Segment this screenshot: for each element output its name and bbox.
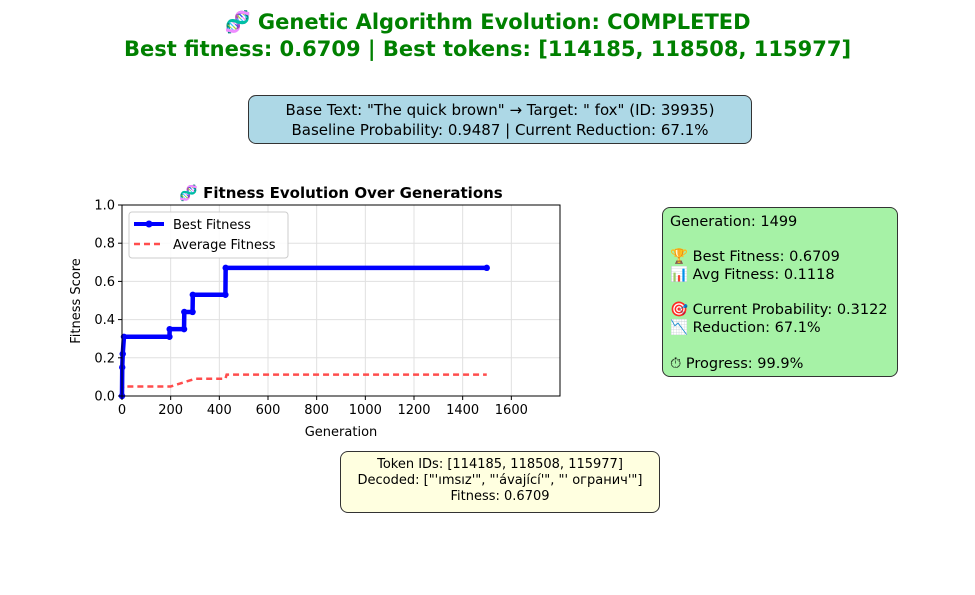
info-line-baseline: Baseline Probability: 0.9487 | Current R… [291, 121, 709, 139]
legend-best-label: Best Fitness [173, 218, 251, 233]
token-decoded: Decoded: ["'ımsız'", "'ávající'", "' огр… [357, 473, 643, 488]
main-title-line2: Best fitness: 0.6709 | Best tokens: [114… [123, 37, 852, 61]
legend-average-label: Average Fitness [173, 238, 276, 253]
y-tick-label: 0.4 [94, 313, 115, 328]
stat-best-fitness: 🏆 Best Fitness: 0.6709 [670, 249, 840, 266]
best-fitness-point [166, 333, 173, 340]
stat-progress: ⏱ Progress: 99.9% [670, 355, 804, 372]
main-title-line1: 🧬 Genetic Algorithm Evolution: COMPLETED [224, 10, 751, 34]
series-average-fitness-line [120, 373, 487, 393]
best-fitness-point [118, 392, 126, 400]
chart-title: 🧬 Fitness Evolution Over Generations [179, 183, 503, 202]
best-fitness-point [189, 291, 197, 298]
stat-avg-fitness: 📊 Avg Fitness: 0.1118 [670, 267, 835, 284]
x-tick-label: 800 [304, 403, 329, 418]
series-layer [118, 264, 490, 400]
stat-generation: Generation: 1499 [670, 214, 798, 230]
token-box: Token IDs: [114185, 118508, 115977] Deco… [340, 451, 660, 513]
grid [121, 204, 560, 397]
y-tick-label: 0.2 [94, 351, 115, 366]
y-axis-label: Fitness Score [69, 258, 84, 344]
x-tick-label: 1400 [446, 403, 479, 418]
best-fitness-point [166, 325, 173, 333]
token-ids: Token IDs: [114185, 118508, 115977] [377, 457, 623, 472]
best-fitness-point [119, 364, 126, 371]
best-fitness-point [222, 264, 229, 272]
stats-box: Generation: 1499 🏆 Best Fitness: 0.6709 📊 … [662, 207, 898, 377]
series-best-fitness-line [119, 265, 487, 397]
stat-current-probability: 🎯 Current Probability: 0.3122 [670, 302, 888, 319]
y-tick-label: 1.0 [94, 199, 115, 214]
best-fitness-point [180, 325, 188, 333]
best-fitness-point [120, 333, 128, 340]
x-tick-label: 400 [207, 403, 232, 418]
y-tick-label: 0.0 [94, 390, 115, 405]
best-fitness-point [222, 291, 229, 298]
x-tick-label: 600 [256, 403, 281, 418]
legend-best-marker [145, 220, 153, 228]
y-tick-label: 0.6 [94, 275, 115, 290]
info-line-base-target: Base Text: "The quick brown" → Target: "… [285, 101, 715, 119]
token-fitness: Fitness: 0.6709 [450, 489, 550, 504]
stat-reduction: 📉 Reduction: 67.1% [670, 320, 821, 337]
x-tick-label: 1000 [349, 403, 382, 418]
x-tick-label: 200 [158, 403, 183, 418]
x-tick-label: 1200 [397, 403, 430, 418]
plot-frame [121, 204, 561, 397]
best-fitness-point [181, 308, 188, 316]
legend-frame [128, 211, 289, 259]
best-fitness-point [119, 350, 126, 358]
info-box: Base Text: "The quick brown" → Target: "… [248, 95, 752, 144]
ticks: 0 200 400 600 800 1000 1200 1400 1600 0.0 0.2 0.4 0.… [94, 199, 528, 419]
best-fitness-point [189, 308, 196, 316]
best-fitness-point [483, 264, 490, 272]
legend: Best Fitness Average Fitness [128, 211, 289, 259]
x-tick-label: 1600 [495, 403, 528, 418]
y-tick-label: 0.8 [94, 237, 115, 252]
x-tick-label: 0 [118, 403, 126, 418]
x-axis-label: Generation [305, 425, 378, 440]
